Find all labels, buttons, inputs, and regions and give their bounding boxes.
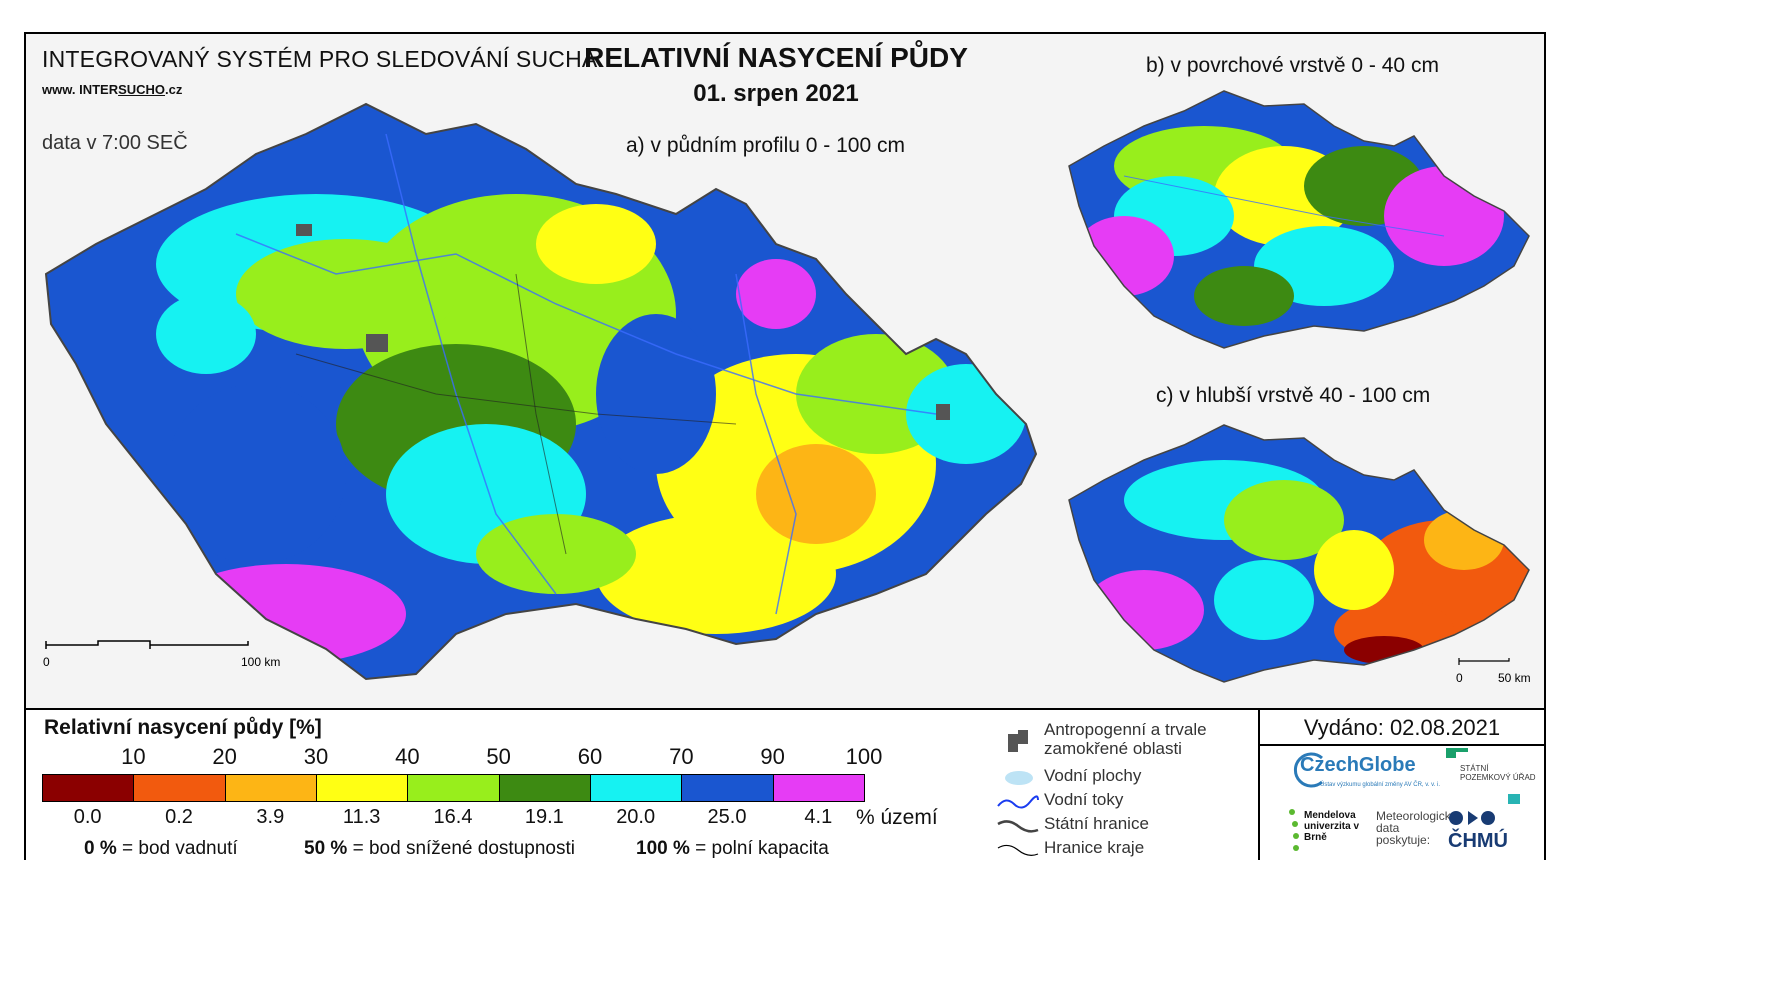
legend-tick-6: 70 [669, 744, 694, 769]
legend-class-1 [133, 774, 226, 802]
legend-share-2: 3.9 [256, 806, 285, 828]
definition-50: 50 % = bod snížené dostupnosti [304, 838, 575, 860]
definition-0-value: 0 % [84, 838, 117, 859]
legend-share-1: 0.2 [165, 806, 193, 828]
river-icon [997, 795, 1039, 809]
definition-50-value: 50 % [304, 838, 348, 859]
scale-c-start: 0 [1456, 671, 1463, 685]
website-underlined: SUCHO [118, 82, 166, 97]
poster-frame: INTEGROVANÝ SYSTÉM PRO SLEDOVÁNÍ SUCHA w… [24, 32, 1546, 860]
scale-a-start: 0 [43, 655, 50, 669]
legend-share-0: 0.0 [73, 806, 102, 828]
mendel-dots-icon [1289, 809, 1299, 851]
legend-share-3: 11.3 [342, 806, 381, 828]
legend-class-4 [407, 774, 500, 802]
czechglobe-logo: CzechGlobe [1300, 754, 1416, 776]
mendel-logo: Mendelova univerzita v Brně [1304, 810, 1360, 843]
legend-title: Relativní nasycení půdy [%] [44, 716, 322, 739]
legend-tick-4: 50 [486, 744, 511, 769]
map-c: 0 50 km [1068, 424, 1531, 685]
symbol-rivers-label: Vodní toky [1044, 790, 1124, 809]
website-prefix: www. INTER [42, 82, 119, 97]
map-b-label: b) v povrchové vrstvě 0 - 40 cm [1146, 54, 1439, 77]
water-body-icon [1005, 771, 1033, 785]
definition-100-value: 100 % [636, 838, 690, 859]
website-suffix: .cz [165, 82, 183, 97]
symbol-region-border-label: Hranice kraje [1044, 838, 1145, 857]
map-a-label: a) v půdním profilu 0 - 100 cm [626, 134, 905, 157]
main-date: 01. srpen 2021 [693, 80, 859, 107]
definition-100: 100 % = polní kapacita [636, 838, 829, 860]
scale-a-end: 100 km [241, 655, 280, 669]
legend-tick-1: 20 [212, 744, 237, 769]
main-title: RELATIVNÍ NASYCENÍ PŮDY [584, 42, 968, 73]
czechglobe-subtitle: Ústav výzkumu globální změny AV ČR, v. v… [1320, 782, 1441, 788]
chmu-logo-icon [1449, 811, 1495, 825]
legend-tick-7: 90 [760, 744, 785, 769]
system-title: INTEGROVANÝ SYSTÉM PRO SLEDOVÁNÍ SUCHA [42, 46, 598, 72]
legend-tick-8: 100 [845, 744, 883, 769]
spu-logo-icon [1446, 748, 1468, 758]
legend-class-0 [42, 774, 135, 802]
credits-box: Vydáno: 02.08.2021 CzechGlobe Ústav výzk… [1258, 710, 1544, 860]
website-link[interactable]: www. INTERSUCHO.cz [42, 82, 182, 97]
legend-share-7: 25.0 [707, 806, 747, 828]
legend-share-6: 20.0 [616, 806, 656, 828]
legend-tick-0: 10 [121, 744, 146, 769]
legend-class-7 [681, 774, 774, 802]
definition-0: 0 % = bod vadnutí [84, 838, 238, 860]
map-c-label: c) v hlubší vrstvě 40 - 100 cm [1156, 384, 1431, 407]
legend-tick-3: 40 [395, 744, 420, 769]
legend-share-8: 4.1 [804, 806, 833, 828]
legend-share-4: 16.4 [433, 806, 473, 828]
legend-class-6 [590, 774, 683, 802]
definition-100-text: = polní kapacita [695, 838, 829, 859]
anthropogenic-icon [1008, 730, 1028, 752]
legend-class-8 [772, 774, 865, 802]
legend-class-2 [224, 774, 317, 802]
spu-logo: STÁTNÍ POZEMKOVÝ ÚŘAD [1460, 764, 1536, 782]
symbol-water-bodies-label: Vodní plochy [1044, 766, 1142, 785]
map-a: 0 100 km [43, 102, 1038, 681]
symbol-anthropogenic-label: Antropogenní a trvale zamokřené oblasti [1044, 720, 1207, 758]
data-time: data v 7:00 SEČ [42, 132, 188, 154]
state-border-icon [997, 820, 1039, 833]
legend-panel: Relativní nasycení půdy [%] 10 20 30 40 50 60… [26, 708, 1544, 860]
definition-0-text: = bod vadnutí [122, 838, 238, 859]
symbol-state-border-label: Státní hranice [1044, 814, 1149, 833]
legend-class-3 [316, 774, 409, 802]
meteo-data-text: Meteorologická data poskytuje: [1376, 809, 1458, 847]
map-b [1068, 90, 1530, 349]
issued-date: Vydáno: 02.08.2021 [1260, 710, 1544, 746]
spu-mark-icon [1508, 794, 1520, 804]
chmu-logo: ČHMÚ [1448, 830, 1508, 852]
legend-class-5 [498, 774, 591, 802]
region-border-icon [997, 844, 1039, 856]
definition-50-text: = bod snížené dostupnosti [352, 838, 575, 859]
legend-share-5: 19.1 [524, 806, 564, 828]
scale-c-end: 50 km [1498, 671, 1531, 685]
czechglobe-logo-icon [1293, 752, 1323, 788]
legend-tick-5: 60 [577, 744, 603, 769]
legend-tick-2: 30 [303, 744, 329, 769]
legend-share-unit: % území [856, 806, 938, 829]
